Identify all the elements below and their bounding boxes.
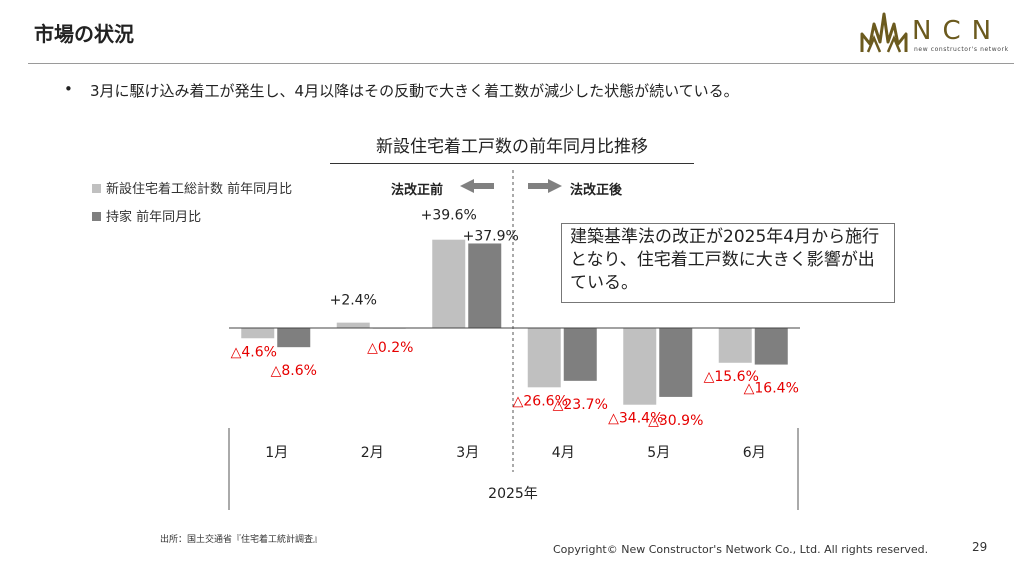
source-note: 出所：国土交通省『住宅着工統計調査』 (160, 535, 323, 545)
legend-label: 新設住宅着工総計数 前年同月比 (106, 182, 293, 197)
logo-wordmark: NCN (912, 16, 1003, 46)
x-tick-label: 3月 (456, 445, 479, 461)
bar-series1 (241, 328, 275, 339)
before-law-label: 法改正前 (391, 183, 444, 198)
left-arrow-icon (460, 179, 494, 193)
data-label: △23.7% (553, 397, 608, 413)
page-number: 29 (972, 540, 988, 554)
data-label: △15.6% (704, 369, 759, 385)
bullet-marker: • (64, 80, 73, 98)
data-label: +39.6% (421, 208, 477, 224)
x-tick-label: 1月 (265, 445, 288, 461)
bar-series1 (527, 328, 561, 388)
callout-box: 建築基準法の改正が2025年4月から施行となり、住宅着工戸数に大きく影響が出てい… (561, 223, 895, 303)
right-arrow-icon (528, 179, 562, 193)
after-law-label: 法改正後 (570, 183, 623, 198)
data-label: △8.6% (271, 363, 317, 379)
data-label: △16.4% (744, 381, 799, 397)
logo-mark-icon (860, 12, 908, 53)
bullet-text: 3月に駆け込み着工が発生し、4月以降はその反動で大きく着工数が減少した状態が続い… (90, 82, 739, 100)
bar-series1 (718, 328, 752, 363)
legend-swatch (92, 212, 101, 221)
company-logo: NCN new constructor's network (858, 10, 1008, 58)
chart-title: 新設住宅着工戸数の前年同月比推移 (330, 132, 694, 164)
bar-series1 (336, 322, 370, 328)
legend-item-series2: 持家 前年同月比 (92, 206, 201, 225)
x-tick-label: 6月 (743, 445, 766, 461)
data-label: +37.9% (463, 228, 519, 244)
data-label: △30.9% (648, 413, 703, 429)
bar-series2 (754, 328, 788, 365)
bar-series2 (468, 243, 502, 328)
title-divider (28, 63, 1014, 64)
bar-series2 (277, 328, 311, 348)
logo-tagline: new constructor's network (914, 46, 1009, 53)
copyright-text: Copyright© New Constructor's Network Co.… (553, 543, 929, 556)
legend-label: 持家 前年同月比 (106, 210, 202, 225)
bar-series1 (432, 239, 466, 328)
page-title: 市場の状況 (34, 22, 134, 46)
data-label: △34.4% (608, 411, 663, 427)
bar-series1 (623, 328, 657, 405)
x-tick-label: 4月 (552, 445, 575, 461)
data-label: △26.6% (513, 393, 568, 409)
x-group-label: 2025年 (488, 486, 538, 502)
x-tick-label: 5月 (647, 445, 670, 461)
data-label: △0.2% (367, 340, 413, 356)
data-label: △4.6% (231, 344, 277, 360)
bar-series2 (659, 328, 693, 397)
legend-item-series1: 新設住宅着工総計数 前年同月比 (92, 178, 292, 197)
bar-series2 (563, 328, 597, 381)
data-label: +2.4% (330, 293, 377, 309)
x-tick-label: 2月 (361, 445, 384, 461)
legend-swatch (92, 184, 101, 193)
